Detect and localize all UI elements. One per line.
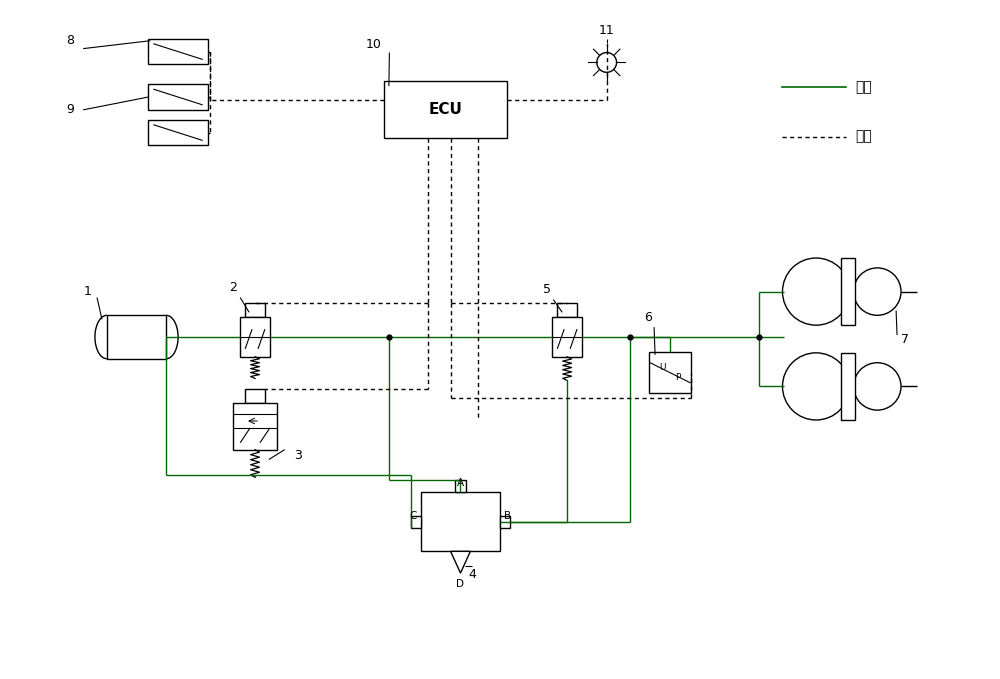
Bar xyxy=(384,81,507,139)
Text: 2: 2 xyxy=(229,281,237,294)
Text: 4: 4 xyxy=(468,568,476,581)
Text: U: U xyxy=(660,363,666,372)
Text: 7: 7 xyxy=(901,333,909,346)
Bar xyxy=(557,304,577,317)
Text: 9: 9 xyxy=(66,103,74,116)
Text: P: P xyxy=(675,373,680,382)
Bar xyxy=(455,480,466,492)
Text: 10: 10 xyxy=(366,38,382,51)
Bar xyxy=(500,516,510,528)
Bar xyxy=(148,39,208,65)
Circle shape xyxy=(854,268,901,315)
Text: C: C xyxy=(410,511,417,521)
Bar xyxy=(233,403,277,449)
Bar xyxy=(552,317,582,356)
Bar xyxy=(841,258,855,325)
Circle shape xyxy=(597,52,617,73)
Text: ECU: ECU xyxy=(429,103,463,117)
Circle shape xyxy=(782,353,850,420)
Text: 8: 8 xyxy=(66,34,74,48)
Bar xyxy=(245,389,265,403)
Bar xyxy=(240,317,270,356)
Bar xyxy=(841,353,855,420)
Circle shape xyxy=(854,363,901,410)
Text: 11: 11 xyxy=(599,24,615,37)
Bar xyxy=(421,492,500,551)
Bar xyxy=(148,84,208,110)
Text: 电路: 电路 xyxy=(856,130,872,143)
Bar xyxy=(107,315,166,359)
Circle shape xyxy=(782,258,850,325)
Text: 3: 3 xyxy=(294,449,301,462)
Text: 1: 1 xyxy=(83,285,91,298)
Bar xyxy=(148,120,208,145)
Polygon shape xyxy=(451,551,470,573)
Bar xyxy=(411,516,421,528)
Text: A: A xyxy=(457,478,464,488)
Bar xyxy=(649,352,691,393)
Text: B: B xyxy=(504,511,511,521)
Text: 6: 6 xyxy=(644,311,652,324)
Text: 5: 5 xyxy=(543,283,551,296)
Bar xyxy=(245,304,265,317)
Text: D: D xyxy=(456,579,464,589)
Text: 气路: 气路 xyxy=(856,80,872,94)
